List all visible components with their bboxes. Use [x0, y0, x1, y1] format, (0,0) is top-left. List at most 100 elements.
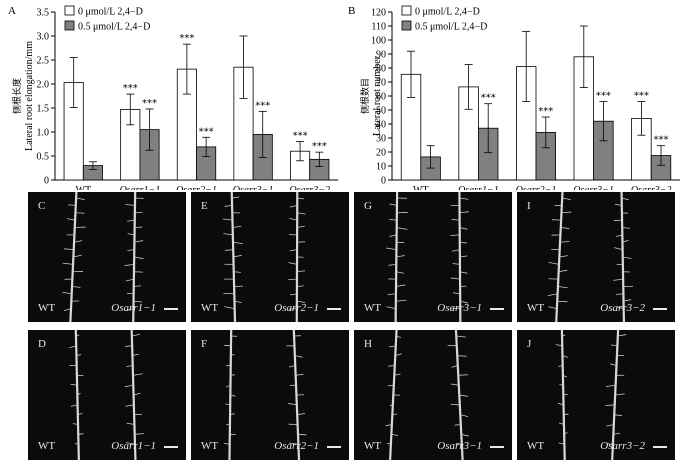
y-tick-label: 120 — [371, 8, 386, 19]
photo-panel-D: D WT Osarr1−1 — [28, 330, 186, 460]
y-tick-label: 0.5 — [37, 152, 50, 163]
lateral-root — [558, 269, 568, 273]
lateral-root — [297, 197, 305, 200]
lateral-root — [71, 286, 81, 288]
lateral-root — [451, 249, 460, 252]
lateral-root — [68, 204, 76, 206]
lateral-root — [126, 422, 135, 425]
lateral-root — [127, 219, 135, 222]
lateral-root — [63, 308, 72, 312]
chart-B: B 0 10 20 30 40 50 60 70 80 90 100 110 120 侧根数目Lateral… — [348, 5, 680, 190]
root-photo-grid: C WT Osarr1−1 E WT Osarr2−1 G WT Osarr3−1 I WT Osar… — [28, 192, 676, 460]
y-tick-label: 60 — [376, 92, 386, 103]
lateral-root — [395, 299, 407, 302]
lateral-root — [230, 394, 236, 397]
photo-panel-label: F — [201, 338, 208, 350]
lateral-root — [557, 286, 568, 289]
lateral-root — [72, 423, 79, 425]
lateral-root — [296, 270, 306, 273]
significance-label: *** — [199, 126, 214, 137]
y-tick-label: 1.5 — [37, 104, 50, 115]
x-tick-label: Osarr3−1 — [573, 185, 614, 190]
y-tick-label: 100 — [371, 36, 386, 47]
lateral-root — [548, 262, 560, 265]
lateral-root — [622, 239, 629, 243]
lateral-root — [396, 271, 405, 274]
x-tick-label: Osarr1−1 — [120, 185, 161, 190]
lateral-root — [460, 300, 469, 304]
scale-bar — [327, 446, 341, 448]
lateral-root — [297, 413, 305, 416]
wt-label: WT — [38, 440, 56, 452]
lateral-root — [455, 442, 462, 445]
photo-panel-F: F WT Osarr2−1 — [191, 330, 349, 460]
lateral-root — [125, 278, 134, 282]
lateral-root — [560, 227, 570, 229]
lateral-root — [127, 233, 135, 236]
x-tick-label: WT — [413, 185, 429, 190]
lateral-root — [395, 284, 406, 287]
significance-label: *** — [123, 83, 138, 94]
x-tick-label: Osarr3−2 — [289, 185, 330, 190]
lateral-root — [559, 255, 568, 258]
lateral-root — [611, 344, 618, 347]
lateral-root — [450, 383, 459, 386]
mutant-label: Osarr1−1 — [111, 440, 156, 452]
legend-label: 0.5 μmol/L 2,4−D — [78, 22, 150, 33]
y-tick-label: 0 — [44, 176, 49, 187]
root-image — [386, 192, 469, 322]
lateral-root — [296, 285, 304, 287]
lateral-root — [232, 225, 242, 228]
legend-label: 0 μmol/L 2,4−D — [78, 7, 143, 18]
lateral-root — [389, 203, 398, 206]
lateral-root — [386, 306, 396, 310]
root-image — [223, 330, 307, 460]
significance-label: *** — [179, 33, 194, 44]
lateral-root — [459, 394, 469, 397]
lateral-root — [558, 422, 565, 425]
x-tick-label: Osarr3−2 — [631, 185, 672, 190]
primary-root — [132, 192, 137, 322]
y-tick-label: 70 — [376, 78, 386, 89]
lateral-root — [62, 291, 72, 295]
y-tick-label: 80 — [376, 64, 386, 75]
lateral-root — [62, 262, 74, 265]
lateral-root — [389, 234, 397, 237]
mutant-label: Osarr3−2 — [600, 440, 645, 452]
lateral-root — [233, 254, 242, 258]
lateral-root — [388, 365, 395, 367]
primary-root — [292, 330, 301, 460]
lateral-root — [563, 393, 568, 396]
lateral-root — [459, 197, 469, 200]
lateral-root — [67, 218, 76, 221]
legend-swatch — [401, 20, 412, 31]
lateral-root — [458, 374, 469, 376]
lateral-root — [69, 345, 77, 349]
lateral-root — [562, 197, 571, 201]
scale-bar — [327, 308, 341, 310]
lateral-root — [73, 240, 83, 243]
x-tick-label: WT — [76, 185, 92, 190]
scale-bar — [490, 446, 504, 448]
lateral-root — [229, 413, 235, 416]
lateral-root — [558, 402, 564, 406]
lateral-root — [385, 424, 392, 427]
lateral-root — [461, 433, 469, 437]
lateral-root — [63, 248, 74, 251]
lateral-root — [562, 374, 568, 378]
x-tick-label: Osarr3−1 — [233, 185, 274, 190]
lateral-root — [70, 383, 78, 386]
lateral-root — [459, 255, 468, 258]
lateral-root — [73, 254, 82, 258]
lateral-root — [223, 443, 230, 445]
scale-bar — [164, 446, 178, 448]
mutant-label: Osarr2−1 — [274, 440, 319, 452]
lateral-root — [613, 278, 624, 281]
lateral-root — [288, 403, 297, 406]
significance-label: *** — [634, 91, 649, 102]
lateral-root — [561, 211, 572, 214]
lateral-root — [132, 373, 143, 376]
lateral-root — [125, 204, 135, 206]
lateral-root — [222, 218, 233, 221]
